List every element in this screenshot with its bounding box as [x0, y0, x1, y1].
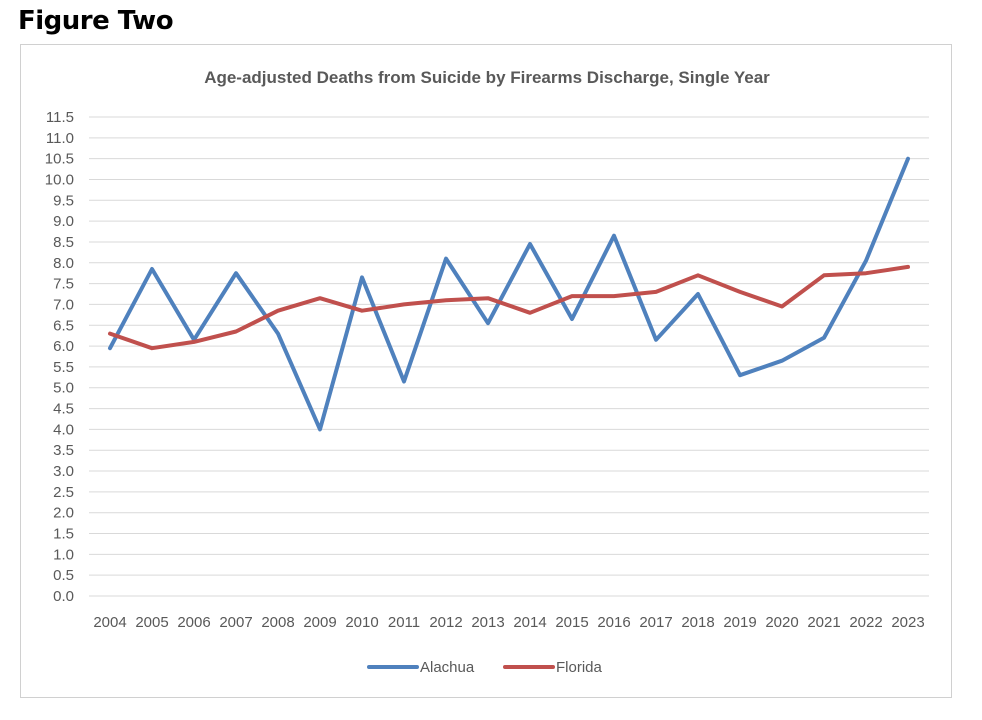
x-tick-label: 2004 — [93, 614, 126, 631]
x-tick-label: 2014 — [513, 614, 546, 631]
x-tick-label: 2017 — [639, 614, 672, 631]
y-tick-label: 8.5 — [53, 234, 74, 251]
y-tick-label: 10.5 — [45, 151, 74, 168]
y-tick-label: 1.5 — [53, 526, 74, 543]
y-tick-label: 9.5 — [53, 192, 74, 209]
y-tick-label: 6.5 — [53, 317, 74, 334]
x-tick-label: 2007 — [219, 614, 252, 631]
x-tick-label: 2011 — [388, 614, 420, 631]
legend-label-florida: Florida — [556, 659, 603, 676]
y-tick-label: 1.0 — [53, 546, 74, 563]
y-tick-label: 6.0 — [53, 338, 74, 355]
chart-container: Age-adjusted Deaths from Suicide by Fire… — [20, 44, 952, 698]
gridlines — [89, 116, 929, 597]
y-tick-label: 2.0 — [53, 505, 74, 522]
x-tick-label: 2015 — [555, 614, 588, 631]
x-tick-label: 2023 — [891, 614, 924, 631]
x-tick-label: 2018 — [681, 614, 714, 631]
figure-label: Figure Two — [18, 6, 174, 36]
y-tick-label: 3.5 — [53, 442, 74, 459]
y-tick-label: 5.0 — [53, 380, 74, 397]
y-tick-label: 11.5 — [46, 109, 74, 126]
x-tick-label: 2021 — [807, 614, 840, 631]
y-tick-label: 3.0 — [53, 463, 74, 480]
y-tick-label: 7.5 — [53, 276, 74, 293]
y-tick-label: 11.0 — [46, 130, 74, 147]
y-tick-label: 0.5 — [53, 567, 74, 584]
x-tick-label: 2005 — [135, 614, 168, 631]
y-tick-label: 2.5 — [53, 484, 74, 501]
x-tick-label: 2006 — [177, 614, 210, 631]
x-tick-label: 2013 — [471, 614, 504, 631]
x-tick-label: 2020 — [765, 614, 798, 631]
x-tick-label: 2009 — [303, 614, 336, 631]
x-tick-label: 2019 — [723, 614, 756, 631]
y-axis-ticks: 0.0 0.5 1.0 1.5 2.0 2.5 3.0 3.5 4.0 4.5 5.0 5.5 6.0 6… — [45, 109, 74, 605]
y-tick-label: 9.0 — [53, 213, 74, 230]
legend-label-alachua: Alachua — [420, 659, 475, 676]
y-tick-label: 4.5 — [53, 401, 74, 418]
x-tick-label: 2008 — [261, 614, 294, 631]
x-tick-label: 2022 — [849, 614, 882, 631]
legend: Alachua Florida — [367, 659, 603, 676]
x-tick-label: 2016 — [597, 614, 630, 631]
y-tick-label: 7.0 — [53, 296, 74, 313]
y-tick-label: 5.5 — [53, 359, 74, 376]
y-tick-label: 10.0 — [45, 171, 74, 188]
series-line-alachua — [108, 156, 910, 432]
x-axis-ticks: 2004 2005 2006 2007 2008 2009 2010 2011 2012 2013… — [93, 614, 924, 631]
series-line-florida — [108, 264, 910, 351]
x-tick-label: 2012 — [429, 614, 462, 631]
y-tick-label: 4.0 — [53, 421, 74, 438]
series-lines — [108, 156, 910, 432]
line-chart: Age-adjusted Deaths from Suicide by Fire… — [45, 68, 929, 676]
chart-title: Age-adjusted Deaths from Suicide by Fire… — [204, 68, 770, 87]
y-tick-label: 8.0 — [53, 255, 74, 272]
x-tick-label: 2010 — [345, 614, 378, 631]
y-tick-label: 0.0 — [53, 588, 74, 605]
